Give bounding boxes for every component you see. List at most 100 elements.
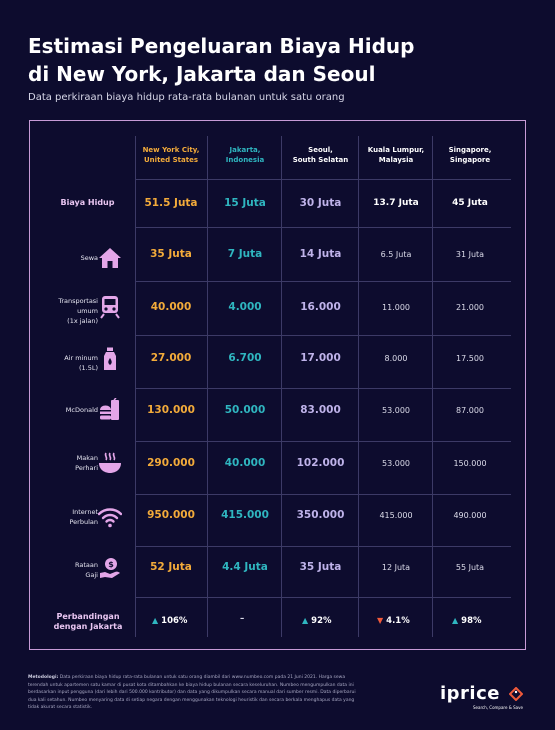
comparison-value: 4.1% bbox=[386, 616, 410, 626]
column-divider bbox=[135, 136, 136, 637]
cell-new-york: 290.000 bbox=[147, 457, 195, 469]
brand-tagline: Search, Compare & Save bbox=[473, 705, 523, 710]
water-bottle-icon bbox=[104, 347, 116, 370]
footnote-label: Metodologi: bbox=[28, 675, 59, 680]
cell-kuala-lumpur: 53.000 bbox=[382, 459, 410, 468]
cell-jakarta: 415.000 bbox=[221, 509, 269, 521]
cell-jakarta: 7 Juta bbox=[227, 248, 263, 260]
column-header-kuala-lumpur: Kuala Lumpur, Malaysia bbox=[360, 145, 432, 165]
footnote-text: Data perkiraan biaya hidup rata-rata bul… bbox=[28, 675, 356, 710]
column-header-line: South Selatan bbox=[292, 156, 349, 164]
cell-jakarta: 6.700 bbox=[228, 352, 262, 364]
cell-new-york: 27.000 bbox=[150, 352, 192, 364]
row-divider bbox=[135, 227, 511, 228]
cell-seoul: 16.000 bbox=[300, 301, 341, 313]
cell-seoul: 350.000 bbox=[296, 509, 345, 521]
bowl-icon bbox=[99, 452, 121, 473]
comparison-value: 106% bbox=[161, 616, 188, 626]
column-divider bbox=[358, 136, 359, 637]
arrow-up-icon: ▲ bbox=[452, 616, 459, 625]
cell-new-york: 130.000 bbox=[147, 404, 195, 416]
cell-kuala-lumpur: 11.000 bbox=[382, 303, 410, 312]
methodology-footnote: Metodologi: Data perkiraan biaya hidup r… bbox=[28, 674, 358, 712]
row-label-line: (1x jalan) bbox=[67, 317, 98, 325]
svg-text:$: $ bbox=[108, 560, 114, 569]
column-header-line: Seoul, bbox=[308, 146, 333, 154]
column-header-line: Kuala Lumpur, bbox=[367, 146, 425, 154]
comparison-new-york: ▲ 106% bbox=[152, 616, 187, 626]
row-divider bbox=[135, 494, 511, 495]
comparison-value: 92% bbox=[311, 616, 332, 626]
salary-icon: $ bbox=[100, 558, 120, 578]
column-header-line: New York City, bbox=[142, 146, 200, 154]
cell-singapore: 490.000 bbox=[453, 511, 487, 520]
train-icon bbox=[100, 296, 120, 319]
arrow-down-icon: ▼ bbox=[377, 616, 384, 625]
cell-new-york: 40.000 bbox=[150, 301, 192, 313]
column-header-seoul: Seoul, South Selatan bbox=[283, 145, 358, 165]
cell-new-york: 950.000 bbox=[147, 509, 195, 521]
cell-singapore: 45 Juta bbox=[452, 198, 488, 208]
column-header-singapore: Singapore, Singapore bbox=[433, 145, 507, 165]
column-header-line: Singapore bbox=[449, 156, 491, 164]
cell-jakarta: 50.000 bbox=[224, 404, 266, 416]
cell-kuala-lumpur: 6.5 Juta bbox=[380, 250, 412, 259]
arrow-up-icon: ▲ bbox=[152, 616, 159, 625]
cell-jakarta: 4.4 Juta bbox=[222, 561, 268, 573]
price-tag-icon bbox=[508, 686, 524, 702]
column-header-line: Jakarta, bbox=[229, 146, 261, 154]
cell-singapore: 55 Juta bbox=[455, 563, 485, 572]
cell-new-york: 35 Juta bbox=[150, 248, 192, 260]
cell-seoul: 30 Juta bbox=[299, 197, 342, 209]
row-label-makan-perhari: Makan Perhari bbox=[38, 453, 98, 473]
row-label-line: Gaji bbox=[85, 571, 98, 579]
comparison-jakarta: – bbox=[240, 614, 244, 624]
title-line-1: Estimasi Pengeluaran Biaya Hidup bbox=[28, 34, 415, 58]
cell-new-york: 51.5 Juta bbox=[144, 197, 198, 209]
comparison-table-panel bbox=[29, 120, 526, 650]
row-label-biaya-hidup: Biaya Hidup bbox=[60, 198, 115, 207]
row-label-line: Perbandingan bbox=[56, 612, 120, 621]
row-label-line: dengan Jakarta bbox=[53, 622, 123, 631]
row-divider bbox=[135, 388, 511, 389]
row-label-line: Transportasi bbox=[58, 297, 98, 305]
house-icon bbox=[99, 248, 121, 268]
column-header-jakarta: Jakarta, Indonesia bbox=[209, 145, 281, 165]
cell-singapore: 150.000 bbox=[453, 459, 487, 468]
cell-kuala-lumpur: 12 Juta bbox=[381, 563, 411, 572]
row-divider bbox=[135, 281, 511, 282]
row-divider bbox=[135, 546, 511, 547]
row-label-line: Makan bbox=[76, 454, 98, 462]
iprice-logo: iprice bbox=[440, 683, 524, 704]
row-label-air-minum: Air minum (1.5L) bbox=[38, 353, 98, 373]
column-divider bbox=[432, 136, 433, 637]
cell-singapore: 21.000 bbox=[456, 303, 484, 312]
row-label-line: umum bbox=[77, 307, 98, 315]
row-label-line: Rataan bbox=[75, 561, 98, 569]
arrow-up-icon: ▲ bbox=[302, 616, 309, 625]
row-label-line: (1.5L) bbox=[78, 364, 98, 372]
wifi-icon bbox=[98, 508, 122, 528]
cell-new-york: 52 Juta bbox=[150, 561, 192, 573]
cell-singapore: 17.500 bbox=[456, 354, 484, 363]
burger-icon bbox=[100, 398, 119, 420]
cell-kuala-lumpur: 415.000 bbox=[379, 511, 413, 520]
row-label-mcdonald: McDonald bbox=[65, 406, 98, 414]
cell-jakarta: 15 Juta bbox=[224, 197, 266, 209]
cell-jakarta: 4.000 bbox=[228, 301, 262, 313]
comparison-value: 98% bbox=[461, 616, 482, 626]
row-label-line: Internet bbox=[72, 508, 98, 516]
comparison-kuala-lumpur: ▼ 4.1% bbox=[377, 616, 410, 626]
comparison-seoul: ▲ 92% bbox=[302, 616, 332, 626]
row-label-line: Perbulan bbox=[69, 518, 98, 526]
cell-seoul: 83.000 bbox=[300, 404, 341, 416]
row-divider bbox=[135, 441, 511, 442]
column-divider bbox=[281, 136, 282, 637]
comparison-singapore: ▲ 98% bbox=[452, 616, 482, 626]
row-divider bbox=[135, 179, 511, 180]
page-title: Estimasi Pengeluaran Biaya Hidup di New … bbox=[28, 32, 528, 88]
cell-kuala-lumpur: 53.000 bbox=[382, 406, 410, 415]
column-header-line: Malaysia bbox=[378, 156, 414, 164]
row-divider bbox=[135, 597, 511, 598]
column-header-new-york: New York City, United States bbox=[136, 145, 206, 165]
